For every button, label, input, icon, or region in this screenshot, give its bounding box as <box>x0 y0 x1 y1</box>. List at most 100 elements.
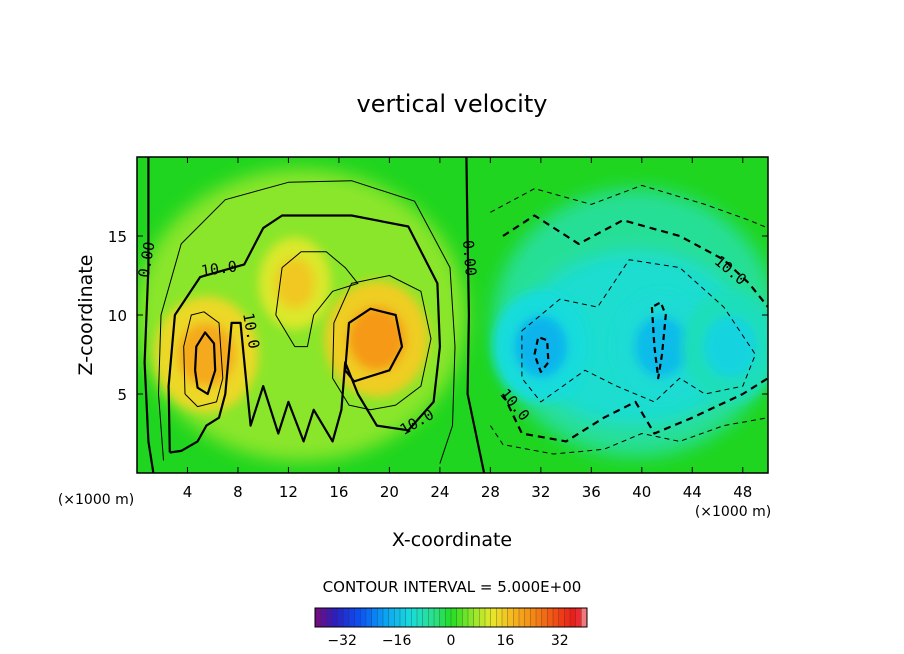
y-tick-label: 5 <box>117 386 127 404</box>
colorbar-swatch <box>467 607 475 628</box>
colorbar-swatch <box>337 607 344 628</box>
colorbar-swatch <box>558 607 565 628</box>
colorbar-swatch <box>428 607 435 628</box>
contour-minus10-top <box>502 214 768 308</box>
colorbar-swatch <box>416 607 424 628</box>
colorbar-tick-label: −16 <box>382 633 412 649</box>
x-tick-label: 12 <box>279 483 298 501</box>
contour-zero-left <box>143 157 155 473</box>
colorbar: −32 −16 0 16 32 <box>314 607 588 649</box>
contour-minus10-bottom <box>502 377 768 443</box>
x-tick-label: 44 <box>683 483 702 501</box>
colorbar-swatch <box>524 607 531 628</box>
colorbar-tick-label: −32 <box>327 633 357 649</box>
x-tick-label: 48 <box>733 483 752 501</box>
y-tick-label: 15 <box>108 228 127 246</box>
colorbar-swatch <box>314 607 322 628</box>
contour-plus20-right <box>344 307 404 383</box>
colorbar-swatch <box>518 607 526 628</box>
contour-label: 10.0 <box>200 257 238 280</box>
colorbar-swatch <box>507 607 514 628</box>
y-tick-label: 10 <box>108 307 127 325</box>
colorbar-swatch <box>569 607 577 628</box>
contour-label: 0.00 <box>459 239 480 277</box>
colorbar-swatch <box>496 607 503 628</box>
y-unit-label: (×1000 m) <box>695 504 771 520</box>
x-axis-label: X-coordinate <box>392 529 512 551</box>
colorbar-swatch <box>479 607 486 628</box>
field-peaks <box>154 237 768 413</box>
contour-minus5-top <box>490 184 768 229</box>
contour-label: 10.0 <box>239 311 263 350</box>
x-tick-label: 8 <box>233 483 243 501</box>
contour-minus20-right <box>650 301 667 380</box>
contour-minus20-left <box>533 336 550 373</box>
colorbar-swatch <box>388 607 395 628</box>
contour-plus20-left <box>194 331 217 396</box>
colorbar-swatch <box>575 607 582 628</box>
downdraft-core <box>634 315 688 378</box>
colorbar-swatch <box>564 607 571 628</box>
chart-title: vertical velocity <box>357 90 548 118</box>
colorbar-swatch <box>490 607 497 628</box>
colorbar-swatch <box>422 607 429 628</box>
colorbar-swatch <box>535 607 543 628</box>
colorbar-swatch <box>456 607 463 628</box>
colorbar-swatch <box>473 607 480 628</box>
colorbar-swatch <box>365 607 373 628</box>
colorbar-tick-label: 0 <box>447 633 456 649</box>
colorbar-swatch <box>360 607 367 628</box>
contour-zero-mid <box>465 157 486 473</box>
x-tick-label: 4 <box>183 483 193 501</box>
colorbar-swatch <box>371 607 378 628</box>
colorbar-swatch <box>377 607 384 628</box>
colorbar-swatch <box>433 607 441 628</box>
downdraft-core <box>514 315 568 378</box>
x-unit-label: (×1000 m) <box>58 492 134 508</box>
contour-minus15 <box>521 259 756 403</box>
updraft-core <box>274 258 315 309</box>
colorbar-swatch <box>501 607 509 628</box>
colorbar-swatch <box>331 607 339 628</box>
contour-label: 0.00 <box>135 240 159 279</box>
x-tick-label: 32 <box>531 483 550 501</box>
contour-plus15-upper <box>275 251 359 348</box>
contour-interval-text: CONTOUR INTERVAL = 5.000E+00 <box>323 578 582 596</box>
colorbar-swatch <box>354 607 361 628</box>
y-axis-label: Z-coordinate <box>75 255 97 376</box>
x-tick-label: 28 <box>481 483 500 501</box>
colorbar-swatch <box>462 607 469 628</box>
colorbar-swatch <box>530 607 537 628</box>
colorbar-swatch <box>343 607 350 628</box>
colorbar-swatch <box>405 607 412 628</box>
colorbar-tick-label: 32 <box>551 633 569 649</box>
colorbar-swatch <box>320 607 327 628</box>
updraft-core <box>177 322 236 387</box>
colorbar-swatch <box>541 607 548 628</box>
colorbar-swatch <box>399 607 407 628</box>
colorbar-swatch <box>513 607 520 628</box>
x-tick-label: 36 <box>582 483 601 501</box>
contour-plus5 <box>158 180 456 464</box>
contour-plus15-right <box>332 275 432 411</box>
contour-minus5-bottom <box>489 417 768 455</box>
colorbar-swatch <box>348 607 356 628</box>
colorbar-swatch <box>445 607 452 628</box>
colorbar-swatch <box>439 607 446 628</box>
x-tick-label: 24 <box>430 483 449 501</box>
colorbar-swatch <box>484 607 492 628</box>
colorbar-swatch <box>547 607 554 628</box>
updraft-core <box>348 306 406 371</box>
contour-plus15-left <box>183 311 224 408</box>
colorbar-swatch <box>552 607 560 628</box>
colorbar-swatch <box>382 607 390 628</box>
downdraft-core <box>703 315 757 378</box>
colorbar-frame <box>314 607 588 628</box>
colorbar-swatch <box>394 607 401 628</box>
contour-plus10 <box>167 214 441 454</box>
x-tick-label: 16 <box>329 483 348 501</box>
x-tick-label: 40 <box>632 483 651 501</box>
colorbar-swatch <box>411 607 418 628</box>
plot-area <box>137 157 768 473</box>
